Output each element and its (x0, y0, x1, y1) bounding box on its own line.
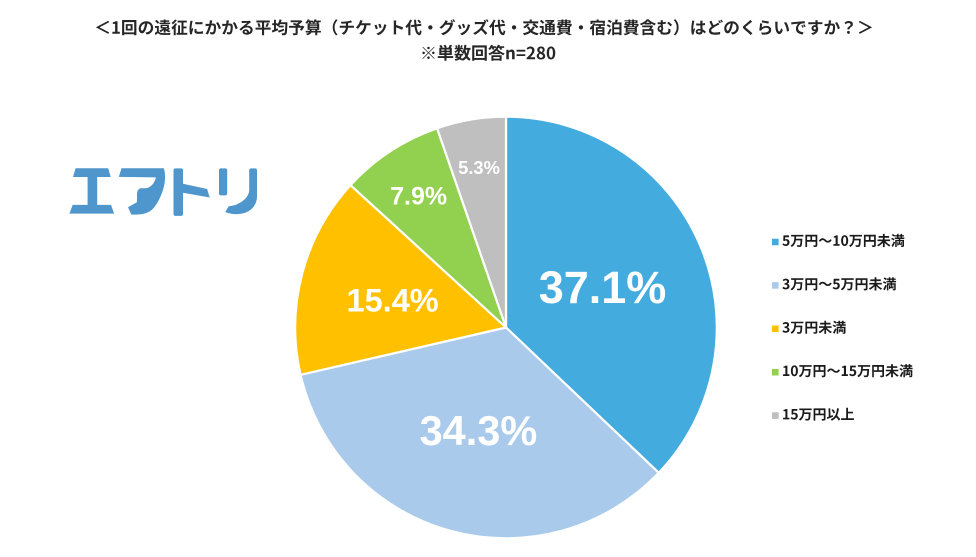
svg-text:5.3%: 5.3% (458, 157, 500, 178)
svg-text:15.4%: 15.4% (347, 283, 439, 319)
svg-text:34.3%: 34.3% (420, 407, 538, 454)
svg-text:37.1%: 37.1% (539, 262, 667, 313)
svg-text:7.9%: 7.9% (390, 182, 447, 210)
